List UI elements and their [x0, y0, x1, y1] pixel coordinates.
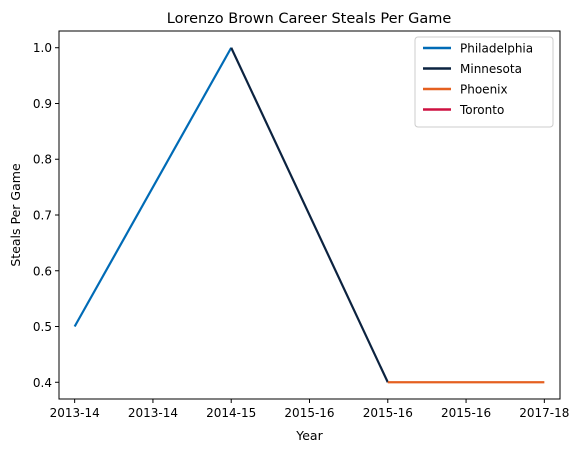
plot-area [73, 47, 545, 384]
x-axis-label: Year [295, 428, 323, 443]
legend: Philadelphia Minnesota Phoenix Toronto [414, 36, 554, 128]
y-tick-label: 0.5 [33, 320, 52, 334]
x-tick-label: 2013-14 [50, 406, 100, 420]
x-tick-label: 2017-18 [519, 406, 569, 420]
y-tick-label: 0.4 [33, 376, 52, 390]
x-tick-label: 2013-14 [128, 406, 178, 420]
legend-label: Phoenix [460, 83, 508, 97]
x-axis: 2013-14 2013-14 2014-15 2015-16 2015-16 2015-… [50, 399, 569, 420]
y-tick-label: 0.9 [33, 97, 52, 111]
series-line-philadelphia [73, 47, 233, 328]
y-tick-label: 0.8 [33, 153, 52, 167]
y-tick-label: 1.0 [33, 41, 52, 55]
legend-label: Philadelphia [460, 42, 533, 56]
x-tick-label: 2014-15 [206, 406, 256, 420]
x-tick-label: 2015-16 [441, 406, 491, 420]
x-tick-label: 2015-16 [363, 406, 413, 420]
plot-frame [58, 30, 561, 400]
legend-label: Toronto [459, 103, 504, 117]
y-axis: 0.4 0.5 0.6 0.7 0.8 0.9 1.0 [33, 41, 59, 390]
legend-label: Minnesota [460, 62, 522, 76]
y-tick-label: 0.7 [33, 209, 52, 223]
x-tick-label: 2015-16 [284, 406, 334, 420]
legend-box [414, 36, 554, 128]
series-line-minnesota [230, 47, 389, 383]
chart-title: Lorenzo Brown Career Steals Per Game [167, 11, 452, 27]
y-tick-label: 0.6 [33, 264, 52, 278]
y-axis-label: Steals Per Game [8, 163, 23, 267]
